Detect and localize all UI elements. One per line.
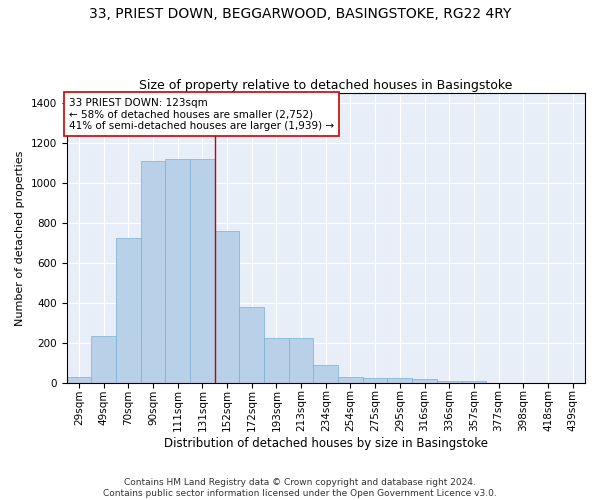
Y-axis label: Number of detached properties: Number of detached properties — [15, 150, 25, 326]
Bar — [313, 365, 338, 383]
Bar — [388, 378, 412, 383]
Title: Size of property relative to detached houses in Basingstoke: Size of property relative to detached ho… — [139, 79, 512, 92]
Text: 33 PRIEST DOWN: 123sqm
← 58% of detached houses are smaller (2,752)
41% of semi-: 33 PRIEST DOWN: 123sqm ← 58% of detached… — [69, 98, 334, 130]
Bar — [165, 159, 190, 383]
Bar — [338, 377, 363, 383]
Bar — [461, 381, 486, 383]
Bar — [190, 159, 215, 383]
Bar — [91, 336, 116, 383]
Bar — [140, 161, 165, 383]
Bar — [289, 338, 313, 383]
Bar — [239, 307, 264, 383]
Bar — [363, 378, 388, 383]
Bar — [412, 380, 437, 383]
Bar — [264, 338, 289, 383]
Bar — [116, 238, 140, 383]
Text: Contains HM Land Registry data © Crown copyright and database right 2024.
Contai: Contains HM Land Registry data © Crown c… — [103, 478, 497, 498]
Bar — [437, 380, 461, 383]
Text: 33, PRIEST DOWN, BEGGARWOOD, BASINGSTOKE, RG22 4RY: 33, PRIEST DOWN, BEGGARWOOD, BASINGSTOKE… — [89, 8, 511, 22]
Bar — [67, 377, 91, 383]
X-axis label: Distribution of detached houses by size in Basingstoke: Distribution of detached houses by size … — [164, 437, 488, 450]
Bar — [215, 231, 239, 383]
